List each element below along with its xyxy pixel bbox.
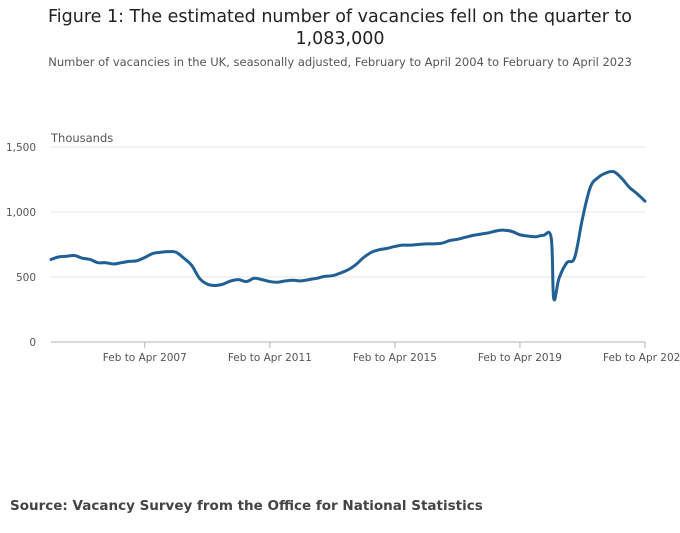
series-line-vacancies xyxy=(49,169,647,302)
x-tick-label: Feb to Apr 2011 xyxy=(228,352,312,364)
y-tick-label: 1,500 xyxy=(6,142,36,154)
x-tick-label: Feb to Apr 2019 xyxy=(478,352,562,364)
x-tick-label: Feb to Apr 2015 xyxy=(353,352,437,364)
y-tick-label: 1,000 xyxy=(6,207,36,219)
y-tick-label: 500 xyxy=(16,272,36,284)
source-note: Source: Vacancy Survey from the Office f… xyxy=(10,498,483,514)
grid-layer xyxy=(51,146,645,343)
x-tick-label: Feb to Apr 2023 xyxy=(603,352,680,364)
y-axis-label: Thousands xyxy=(50,131,113,145)
y-tick-label: 0 xyxy=(29,337,36,349)
x-tick-label: Feb to Apr 2007 xyxy=(103,352,187,364)
chart-subtitle: Number of vacancies in the UK, seasonall… xyxy=(48,55,632,69)
chart-title: Figure 1: The estimated number of vacanc… xyxy=(47,7,633,49)
series-layer xyxy=(49,169,647,302)
x-axis: Feb to Apr 2007 Feb to Apr 2011 Feb to Apr… xyxy=(103,342,680,364)
y-axis: 0 500 1,000 1,500 xyxy=(6,142,36,349)
